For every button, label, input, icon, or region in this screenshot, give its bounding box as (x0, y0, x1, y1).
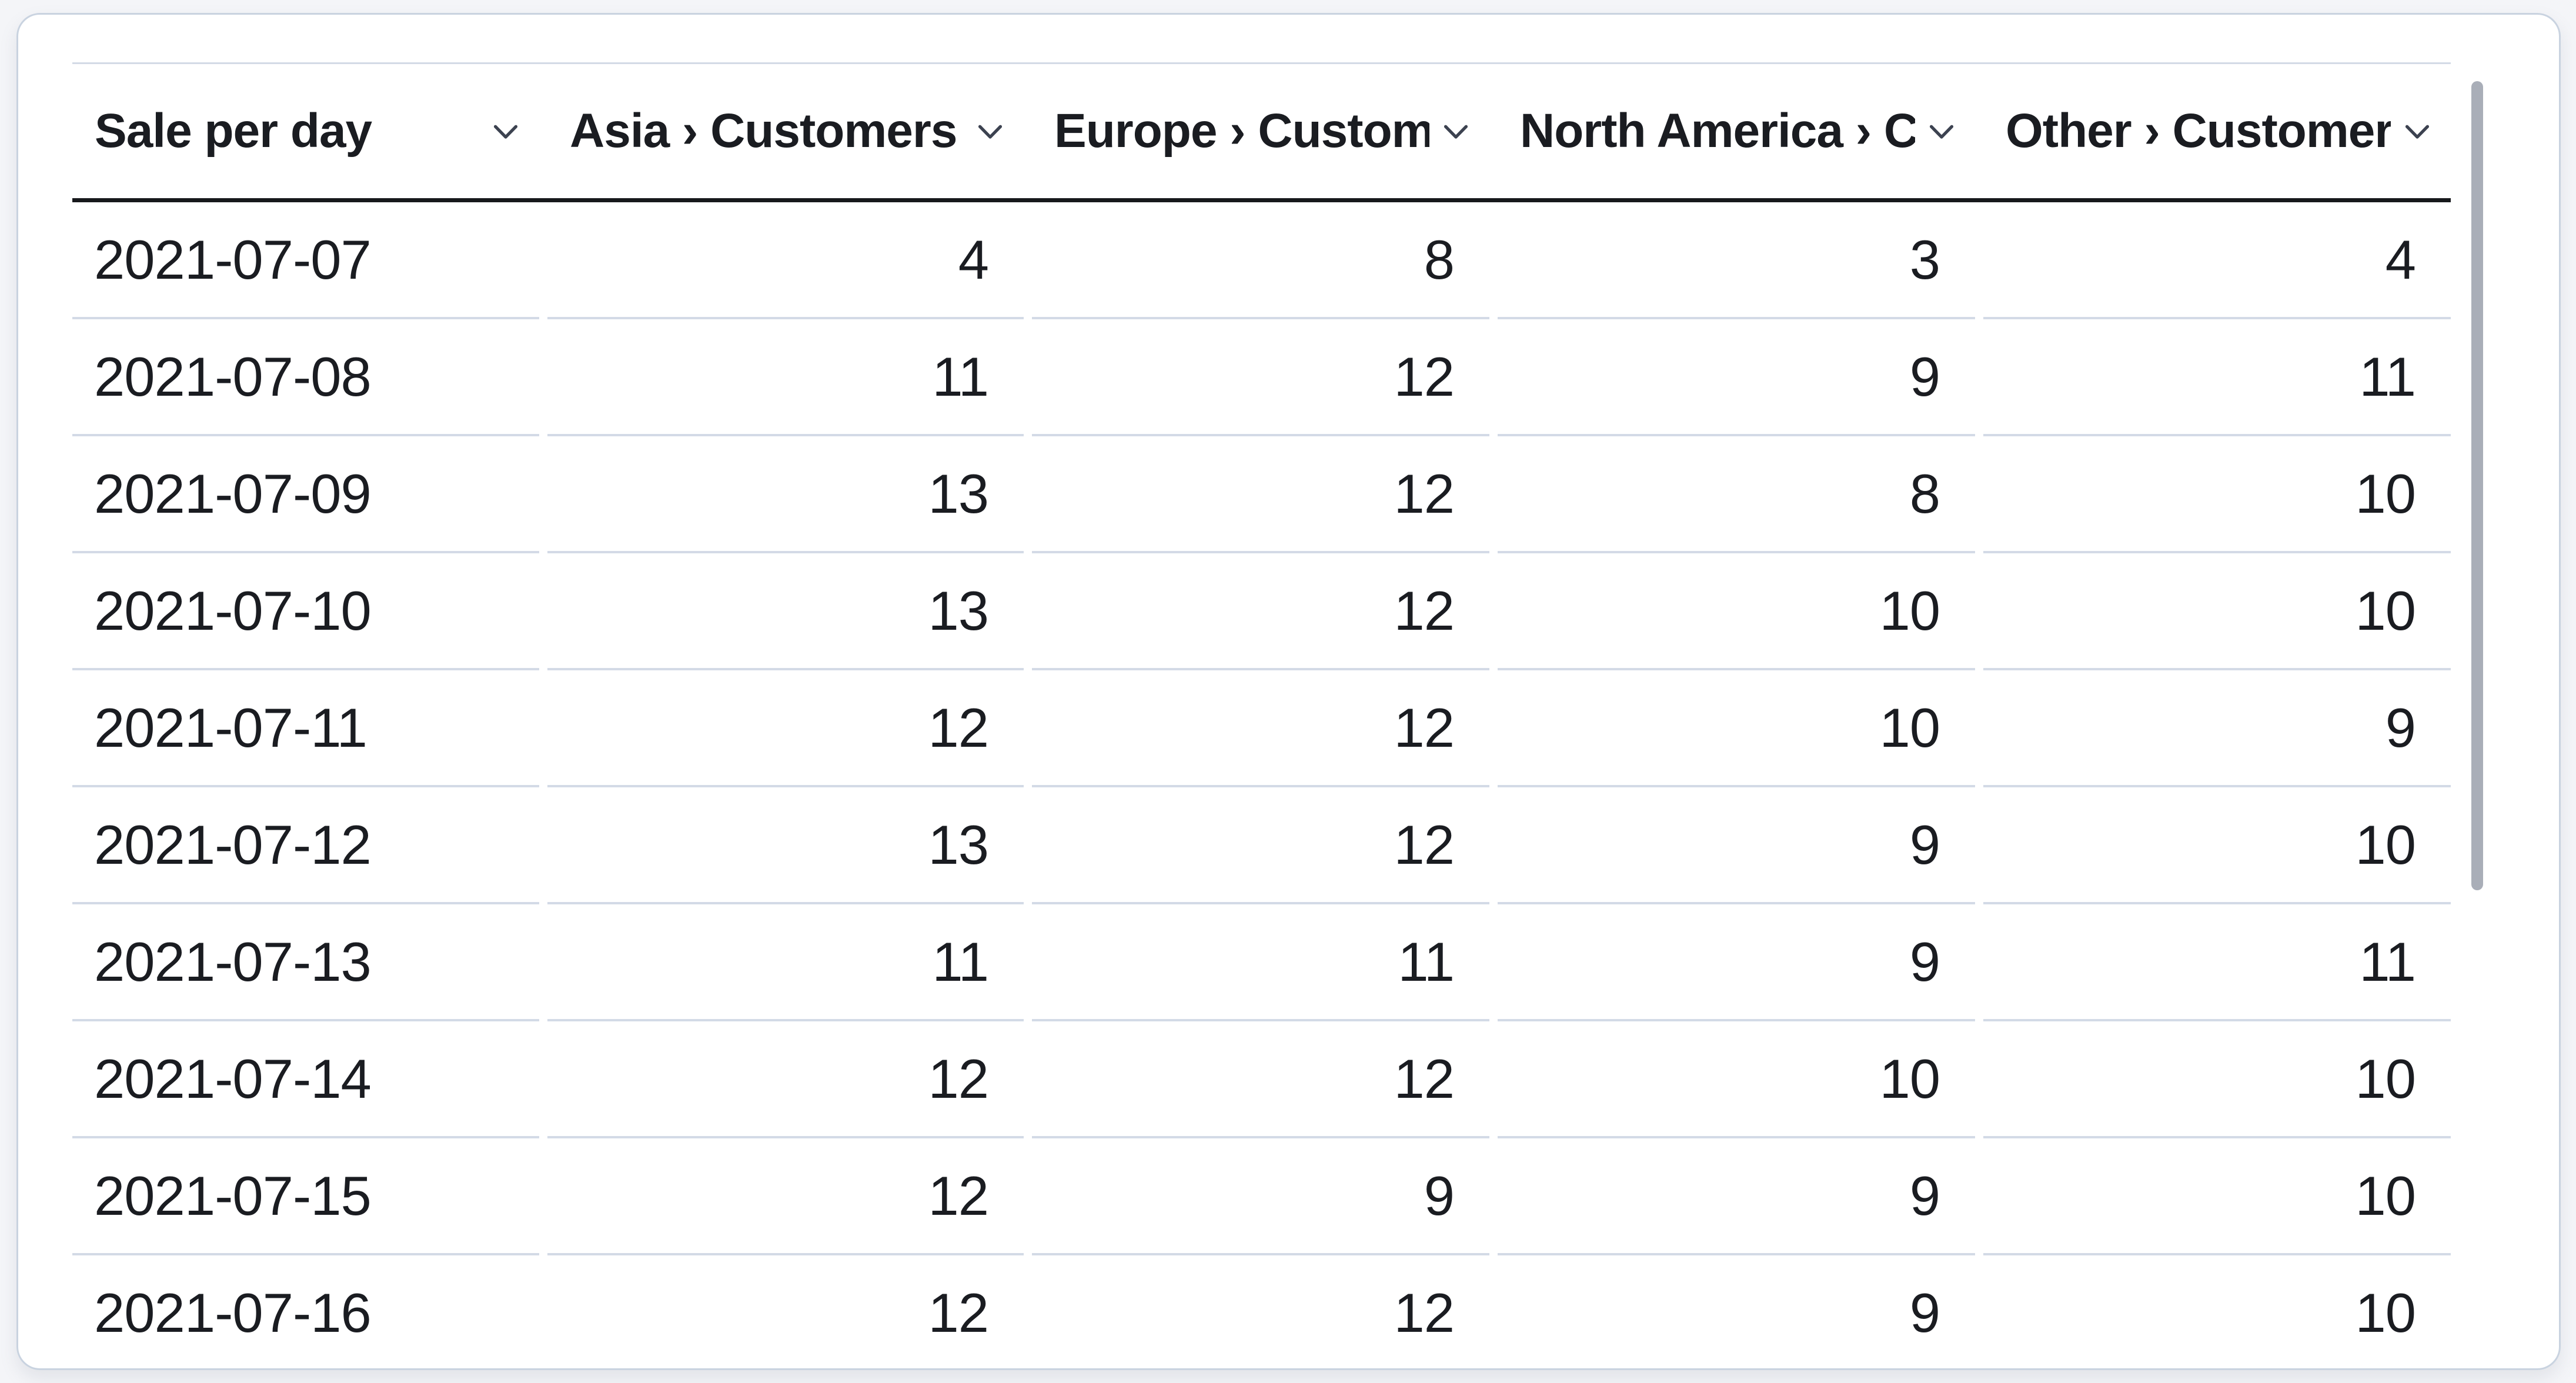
cell-asia: 11 (547, 319, 1024, 436)
chevron-down-icon[interactable] (487, 113, 524, 149)
cell-date: 2021-07-09 (72, 436, 539, 553)
table-row: 2021-07-09 13 12 8 10 (72, 436, 2451, 553)
column-header-label: North America › Customers (1520, 104, 1915, 158)
cell-asia: 12 (547, 1138, 1024, 1255)
chevron-down-icon[interactable] (972, 113, 1008, 149)
cell-asia: 13 (547, 436, 1024, 553)
cell-north-america: 10 (1498, 553, 1975, 670)
cell-asia: 13 (547, 553, 1024, 670)
column-header-label: Sale per day (95, 104, 372, 158)
cell-north-america: 9 (1498, 1138, 1975, 1255)
cell-asia: 4 (547, 202, 1024, 319)
cell-date: 2021-07-15 (72, 1138, 539, 1255)
cell-north-america: 3 (1498, 202, 1975, 319)
cell-europe: 12 (1032, 319, 1489, 436)
cell-north-america: 9 (1498, 787, 1975, 904)
cell-europe: 12 (1032, 1021, 1489, 1138)
cell-date: 2021-07-07 (72, 202, 539, 319)
cell-north-america: 8 (1498, 436, 1975, 553)
chevron-down-icon[interactable] (2399, 113, 2435, 149)
cell-other: 10 (1983, 1255, 2451, 1368)
cell-other: 9 (1983, 670, 2451, 787)
cell-date: 2021-07-08 (72, 319, 539, 436)
column-header-europe-customers[interactable]: Europe › Customers (1032, 64, 1489, 198)
vertical-scrollbar-thumb[interactable] (2471, 81, 2483, 890)
cell-asia: 12 (547, 1021, 1024, 1138)
table-row: 2021-07-10 13 12 10 10 (72, 553, 2451, 670)
cell-north-america: 10 (1498, 1021, 1975, 1138)
chevron-down-icon[interactable] (1438, 113, 1474, 149)
cell-europe: 12 (1032, 787, 1489, 904)
cell-north-america: 9 (1498, 1255, 1975, 1368)
cell-other: 10 (1983, 1021, 2451, 1138)
column-header-asia-customers[interactable]: Asia › Customers (547, 64, 1024, 198)
cell-other: 10 (1983, 553, 2451, 670)
cell-other: 11 (1983, 904, 2451, 1021)
cell-europe: 12 (1032, 670, 1489, 787)
cell-north-america: 10 (1498, 670, 1975, 787)
cell-other: 10 (1983, 1138, 2451, 1255)
column-header-label: Europe › Customers (1054, 104, 1429, 158)
cell-europe: 11 (1032, 904, 1489, 1021)
cell-date: 2021-07-16 (72, 1255, 539, 1368)
column-header-sale-per-day[interactable]: Sale per day (72, 64, 539, 198)
cell-date: 2021-07-14 (72, 1021, 539, 1138)
cell-north-america: 9 (1498, 319, 1975, 436)
column-header-label: Other › Customers (2006, 104, 2391, 158)
cell-asia: 12 (547, 670, 1024, 787)
cell-other: 10 (1983, 436, 2451, 553)
cell-date: 2021-07-10 (72, 553, 539, 670)
cell-other: 4 (1983, 202, 2451, 319)
table-row: 2021-07-11 12 12 10 9 (72, 670, 2451, 787)
cell-date: 2021-07-11 (72, 670, 539, 787)
column-header-other-customers[interactable]: Other › Customers (1983, 64, 2451, 198)
cell-asia: 12 (547, 1255, 1024, 1368)
table-row: 2021-07-14 12 12 10 10 (72, 1021, 2451, 1138)
cell-europe: 12 (1032, 553, 1489, 670)
cell-asia: 11 (547, 904, 1024, 1021)
cell-north-america: 9 (1498, 904, 1975, 1021)
table-row: 2021-07-16 12 12 9 10 (72, 1255, 2451, 1368)
cell-europe: 9 (1032, 1138, 1489, 1255)
column-header-north-america-customers[interactable]: North America › Customers (1498, 64, 1975, 198)
cell-other: 11 (1983, 319, 2451, 436)
table-row: 2021-07-07 4 8 3 4 (72, 202, 2451, 319)
column-header-label: Asia › Customers (570, 104, 957, 158)
cell-date: 2021-07-13 (72, 904, 539, 1021)
cell-europe: 12 (1032, 1255, 1489, 1368)
sale-per-day-table: Sale per day Asia › Customers Europe › C… (72, 62, 2451, 1368)
table-header-row: Sale per day Asia › Customers Europe › C… (72, 62, 2451, 202)
chevron-down-icon[interactable] (1923, 113, 1960, 149)
cell-date: 2021-07-12 (72, 787, 539, 904)
table-row: 2021-07-08 11 12 9 11 (72, 319, 2451, 436)
cell-other: 10 (1983, 787, 2451, 904)
cell-europe: 12 (1032, 436, 1489, 553)
table-row: 2021-07-15 12 9 9 10 (72, 1138, 2451, 1255)
cell-asia: 13 (547, 787, 1024, 904)
table-row: 2021-07-12 13 12 9 10 (72, 787, 2451, 904)
cell-europe: 8 (1032, 202, 1489, 319)
data-grid-panel: Sale per day Asia › Customers Europe › C… (16, 13, 2561, 1370)
table-row: 2021-07-13 11 11 9 11 (72, 904, 2451, 1021)
